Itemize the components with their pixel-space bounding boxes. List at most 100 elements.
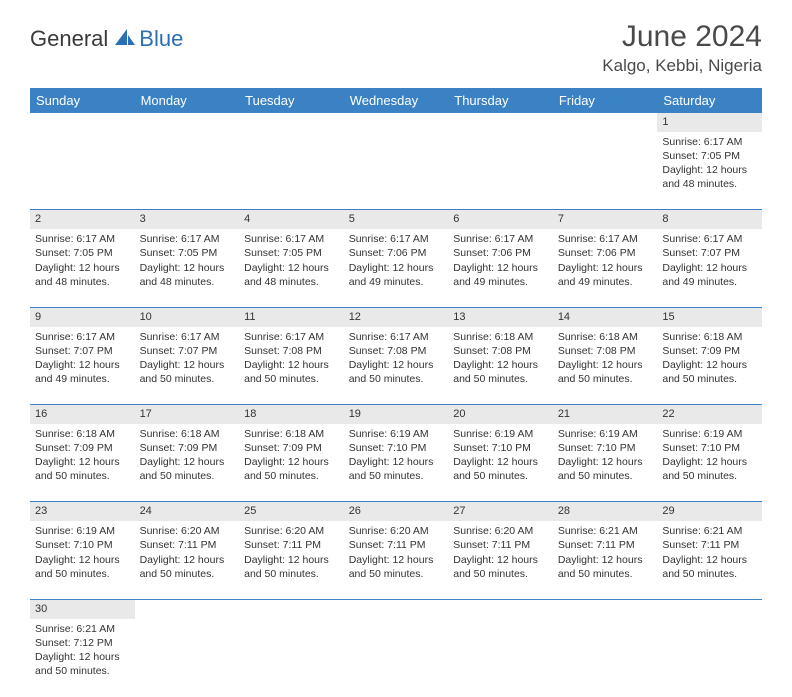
sunset-text: Sunset: 7:08 PM — [558, 344, 653, 358]
day-cell: Sunrise: 6:18 AMSunset: 7:08 PMDaylight:… — [553, 327, 658, 405]
daylight-text: and 50 minutes. — [140, 567, 235, 581]
day-number — [239, 113, 344, 132]
day-number — [448, 599, 553, 618]
day-cell: Sunrise: 6:21 AMSunset: 7:11 PMDaylight:… — [657, 521, 762, 599]
sunrise-text: Sunrise: 6:20 AM — [453, 524, 548, 538]
daylight-text: and 50 minutes. — [662, 469, 757, 483]
sunset-text: Sunset: 7:06 PM — [453, 246, 548, 260]
sunrise-text: Sunrise: 6:19 AM — [558, 427, 653, 441]
day-number: 9 — [30, 307, 135, 326]
sunset-text: Sunset: 7:09 PM — [140, 441, 235, 455]
sunset-text: Sunset: 7:05 PM — [140, 246, 235, 260]
day-content-row: Sunrise: 6:19 AMSunset: 7:10 PMDaylight:… — [30, 521, 762, 599]
sunrise-text: Sunrise: 6:17 AM — [662, 232, 757, 246]
sunset-text: Sunset: 7:11 PM — [662, 538, 757, 552]
sunset-text: Sunset: 7:07 PM — [35, 344, 130, 358]
day-cell: Sunrise: 6:20 AMSunset: 7:11 PMDaylight:… — [239, 521, 344, 599]
day-content-row: Sunrise: 6:21 AMSunset: 7:12 PMDaylight:… — [30, 619, 762, 697]
daylight-text: Daylight: 12 hours — [35, 650, 130, 664]
sunset-text: Sunset: 7:06 PM — [558, 246, 653, 260]
sunrise-text: Sunrise: 6:18 AM — [453, 330, 548, 344]
day-content-row: Sunrise: 6:18 AMSunset: 7:09 PMDaylight:… — [30, 424, 762, 502]
day-cell: Sunrise: 6:19 AMSunset: 7:10 PMDaylight:… — [30, 521, 135, 599]
day-number — [657, 599, 762, 618]
sunrise-text: Sunrise: 6:17 AM — [662, 135, 757, 149]
sunrise-text: Sunrise: 6:18 AM — [35, 427, 130, 441]
weekday-header: Saturday — [657, 88, 762, 113]
daylight-text: Daylight: 12 hours — [558, 358, 653, 372]
daylight-text: and 50 minutes. — [35, 664, 130, 678]
sunset-text: Sunset: 7:07 PM — [140, 344, 235, 358]
day-cell: Sunrise: 6:20 AMSunset: 7:11 PMDaylight:… — [448, 521, 553, 599]
day-cell: Sunrise: 6:19 AMSunset: 7:10 PMDaylight:… — [344, 424, 449, 502]
daylight-text: Daylight: 12 hours — [453, 358, 548, 372]
daylight-text: and 50 minutes. — [558, 372, 653, 386]
sunset-text: Sunset: 7:11 PM — [140, 538, 235, 552]
day-cell — [135, 619, 240, 697]
weekday-header: Wednesday — [344, 88, 449, 113]
day-cell: Sunrise: 6:18 AMSunset: 7:09 PMDaylight:… — [135, 424, 240, 502]
daynum-row: 1 — [30, 113, 762, 132]
sunrise-text: Sunrise: 6:18 AM — [244, 427, 339, 441]
daylight-text: Daylight: 12 hours — [140, 553, 235, 567]
sunrise-text: Sunrise: 6:18 AM — [662, 330, 757, 344]
day-cell — [344, 619, 449, 697]
day-number: 19 — [344, 405, 449, 424]
daylight-text: Daylight: 12 hours — [558, 261, 653, 275]
day-number — [135, 599, 240, 618]
daylight-text: and 48 minutes. — [662, 177, 757, 191]
day-cell: Sunrise: 6:18 AMSunset: 7:09 PMDaylight:… — [657, 327, 762, 405]
day-number: 14 — [553, 307, 658, 326]
brand-logo: General Blue — [30, 26, 183, 52]
day-number: 5 — [344, 210, 449, 229]
day-cell — [135, 132, 240, 210]
day-cell: Sunrise: 6:17 AMSunset: 7:06 PMDaylight:… — [344, 229, 449, 307]
day-number: 20 — [448, 405, 553, 424]
daylight-text: Daylight: 12 hours — [244, 553, 339, 567]
daylight-text: and 50 minutes. — [453, 567, 548, 581]
day-cell: Sunrise: 6:17 AMSunset: 7:05 PMDaylight:… — [135, 229, 240, 307]
day-cell: Sunrise: 6:21 AMSunset: 7:12 PMDaylight:… — [30, 619, 135, 697]
day-number — [344, 599, 449, 618]
daylight-text: Daylight: 12 hours — [349, 358, 444, 372]
day-number: 2 — [30, 210, 135, 229]
month-title: June 2024 — [602, 20, 762, 54]
daylight-text: and 50 minutes. — [349, 372, 444, 386]
daylight-text: and 50 minutes. — [140, 469, 235, 483]
day-content-row: Sunrise: 6:17 AM Sunset: 7:05 PM Daylight:… — [30, 229, 762, 307]
sunset-text: Sunset: 7:07 PM — [662, 246, 757, 260]
sunset-text: Sunset: 7:11 PM — [558, 538, 653, 552]
day-number: 3 — [135, 210, 240, 229]
day-cell — [239, 132, 344, 210]
daylight-text: and 48 minutes. — [244, 275, 339, 289]
day-cell: Sunrise: 6:17 AMSunset: 7:05 PMDaylight:… — [657, 132, 762, 210]
sunrise-text: Sunrise: 6:21 AM — [662, 524, 757, 538]
daylight-text: Daylight: 12 hours — [453, 261, 548, 275]
day-number — [239, 599, 344, 618]
daylight-text: Daylight: 12 hours — [662, 261, 757, 275]
day-cell: Sunrise: 6:17 AMSunset: 7:06 PMDaylight:… — [448, 229, 553, 307]
brand-part1: General — [30, 26, 108, 52]
location: Kalgo, Kebbi, Nigeria — [602, 56, 762, 76]
weekday-header: Sunday — [30, 88, 135, 113]
day-cell: Sunrise: 6:17 AMSunset: 7:07 PMDaylight:… — [657, 229, 762, 307]
daylight-text: Daylight: 12 hours — [662, 358, 757, 372]
day-number — [553, 113, 658, 132]
daylight-text: and 50 minutes. — [35, 567, 130, 581]
daylight-text: Daylight: 12 hours — [244, 358, 339, 372]
sunrise-text: Sunrise: 6:19 AM — [35, 524, 130, 538]
day-number — [344, 113, 449, 132]
day-number: 29 — [657, 502, 762, 521]
day-cell — [553, 619, 658, 697]
brand-part2: Blue — [139, 26, 183, 52]
sunrise-text: Sunrise: 6:17 AM — [244, 232, 339, 246]
daynum-row: 30 — [30, 599, 762, 618]
day-cell: Sunrise: 6:17 AMSunset: 7:07 PMDaylight:… — [30, 327, 135, 405]
sunset-text: Sunset: 7:06 PM — [349, 246, 444, 260]
sunset-text: Sunset: 7:10 PM — [662, 441, 757, 455]
daylight-text: Daylight: 12 hours — [35, 553, 130, 567]
daylight-text: and 49 minutes. — [35, 372, 130, 386]
weekday-header: Thursday — [448, 88, 553, 113]
daylight-text: and 50 minutes. — [453, 372, 548, 386]
day-cell: Sunrise: 6:19 AMSunset: 7:10 PMDaylight:… — [657, 424, 762, 502]
